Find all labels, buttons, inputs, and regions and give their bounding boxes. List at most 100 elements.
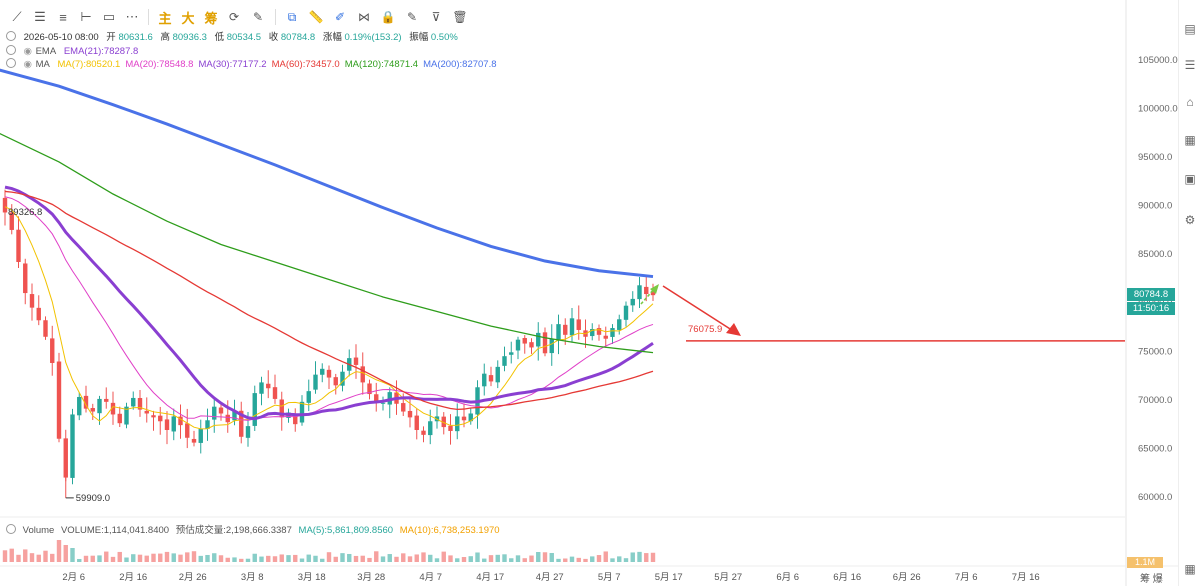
collapse-icon[interactable] — [6, 524, 16, 534]
y-tick-label: 75000.0 — [1138, 346, 1172, 357]
more-tools-icon[interactable]: ⋯ — [125, 9, 139, 24]
candle-body — [353, 357, 359, 365]
volume-bar — [286, 555, 291, 562]
candle-body — [326, 369, 332, 378]
candle-body — [623, 305, 629, 320]
calendar-icon[interactable]: ▣ — [1184, 172, 1196, 186]
home-icon[interactable]: ⌂ — [1186, 95, 1194, 109]
horizontal-lines-icon[interactable]: ☰ — [34, 9, 46, 24]
candle-date: 2026-05-10 08:00 — [23, 32, 99, 43]
candle-body — [536, 332, 541, 347]
pattern-icon[interactable]: ⋈ — [358, 10, 370, 24]
draw-icon[interactable]: ✐ — [334, 10, 346, 24]
candle-body — [293, 414, 298, 425]
ma-value-4: MA(120):74871.4 — [344, 59, 419, 70]
candle-body — [502, 356, 507, 366]
edit-icon[interactable]: ✎ — [252, 10, 264, 24]
candle-body — [171, 416, 176, 432]
ma-row: ◉ MA MA(7):80520.1 MA(20):78548.8 MA(30):7… — [6, 58, 502, 72]
volume-bar — [482, 558, 487, 562]
volume-bar — [293, 554, 298, 562]
candle-body — [43, 320, 48, 337]
indicator-toggle-2[interactable]: 筹 — [204, 10, 218, 26]
filter-icon[interactable]: ⊽ — [431, 10, 441, 24]
volume-bar — [576, 557, 581, 562]
layout-icon[interactable]: ▦ — [1184, 133, 1196, 147]
ma-value-1: MA(20):78548.8 — [125, 59, 194, 70]
candle-body — [529, 342, 534, 348]
candle-body — [421, 430, 426, 435]
rectangle-icon[interactable]: ▭ — [102, 9, 116, 24]
trash-icon[interactable]: 🗑 — [452, 10, 468, 24]
collapse-icon[interactable] — [6, 44, 16, 55]
x-tick-label: 2月 26 — [179, 572, 207, 583]
low-label: 低 — [214, 32, 225, 43]
candle-body — [225, 414, 230, 423]
volume-bar — [171, 553, 176, 562]
settings-edit-icon[interactable]: ✎ — [406, 10, 418, 24]
horizontal-ray-icon[interactable]: ⊢ — [80, 9, 92, 24]
ruler-icon[interactable]: 📏 — [308, 10, 324, 24]
candle-body — [16, 229, 21, 262]
lock-icon[interactable]: 🔒 — [380, 10, 396, 24]
volume-bar — [650, 552, 656, 562]
candle-body — [50, 338, 55, 363]
trend-line-icon[interactable]: ⟋ — [12, 9, 22, 24]
countdown-tag: 11:50:16 — [1127, 302, 1175, 316]
x-tick-label: 6月 26 — [893, 572, 921, 583]
volume-bar — [536, 552, 541, 562]
candle-body — [56, 361, 62, 439]
volume-bar — [218, 555, 224, 562]
indicator-toggle-0[interactable]: 主 — [158, 10, 172, 26]
copy-icon[interactable]: ⧉ — [287, 9, 297, 24]
eye-icon[interactable]: ◉ — [23, 45, 32, 57]
ma-value-3: MA(60):73457.0 — [271, 59, 340, 70]
candle-body — [576, 319, 581, 330]
candle-body — [90, 408, 95, 412]
candle-body — [414, 415, 419, 430]
volume-bar — [97, 555, 102, 562]
ma-value-2: MA(30):77177.2 — [198, 59, 267, 70]
y-tick-label: 60000.0 — [1138, 492, 1172, 503]
volume-bar — [36, 554, 41, 562]
refresh-icon[interactable]: ⟳ — [228, 10, 240, 24]
candle-body — [110, 402, 116, 415]
indicator-toggle-1[interactable]: 大 — [181, 10, 195, 26]
grid-icon[interactable]: ▦ — [1184, 562, 1196, 576]
volume-bar — [16, 554, 21, 562]
x-tick-label: 2月 6 — [62, 572, 85, 583]
candle-body — [205, 420, 210, 429]
candle-body — [239, 410, 244, 437]
bottom-tools[interactable]: 筹 爆 — [1140, 574, 1163, 585]
volume-bar — [428, 554, 433, 562]
parallel-channel-icon[interactable]: ≡ — [59, 9, 67, 25]
collapse-icon[interactable] — [6, 31, 16, 41]
volume-bar — [367, 557, 372, 562]
volume-bar — [509, 558, 514, 562]
list-icon[interactable]: ☰ — [1184, 58, 1196, 72]
volume-bar — [407, 556, 413, 562]
candle-body — [515, 339, 521, 351]
candle-body — [542, 332, 548, 354]
volume-bar — [340, 553, 345, 562]
volume-bar — [556, 558, 561, 562]
volume-bar — [43, 550, 48, 562]
eye-icon[interactable]: ◉ — [23, 59, 32, 70]
volume-bar — [569, 556, 575, 562]
candle-body — [158, 415, 163, 422]
chart-icon[interactable]: ▤ — [1184, 22, 1196, 36]
candle-body — [259, 382, 264, 394]
x-tick-label: 7月 6 — [955, 572, 978, 583]
candle-body — [124, 406, 129, 425]
x-tick-label: 4月 17 — [476, 572, 504, 583]
volume-bar — [23, 549, 28, 562]
target-label: 76075.9 — [688, 324, 722, 335]
candle-body — [360, 366, 365, 383]
volume-bar — [191, 551, 197, 562]
collapse-icon[interactable] — [6, 58, 16, 68]
candle-body — [164, 419, 170, 430]
settings-icon[interactable]: ⚙ — [1184, 213, 1196, 227]
candle-body — [380, 402, 386, 404]
ema-row: ◉ EMA EMA(21):78287.8 — [6, 44, 502, 59]
